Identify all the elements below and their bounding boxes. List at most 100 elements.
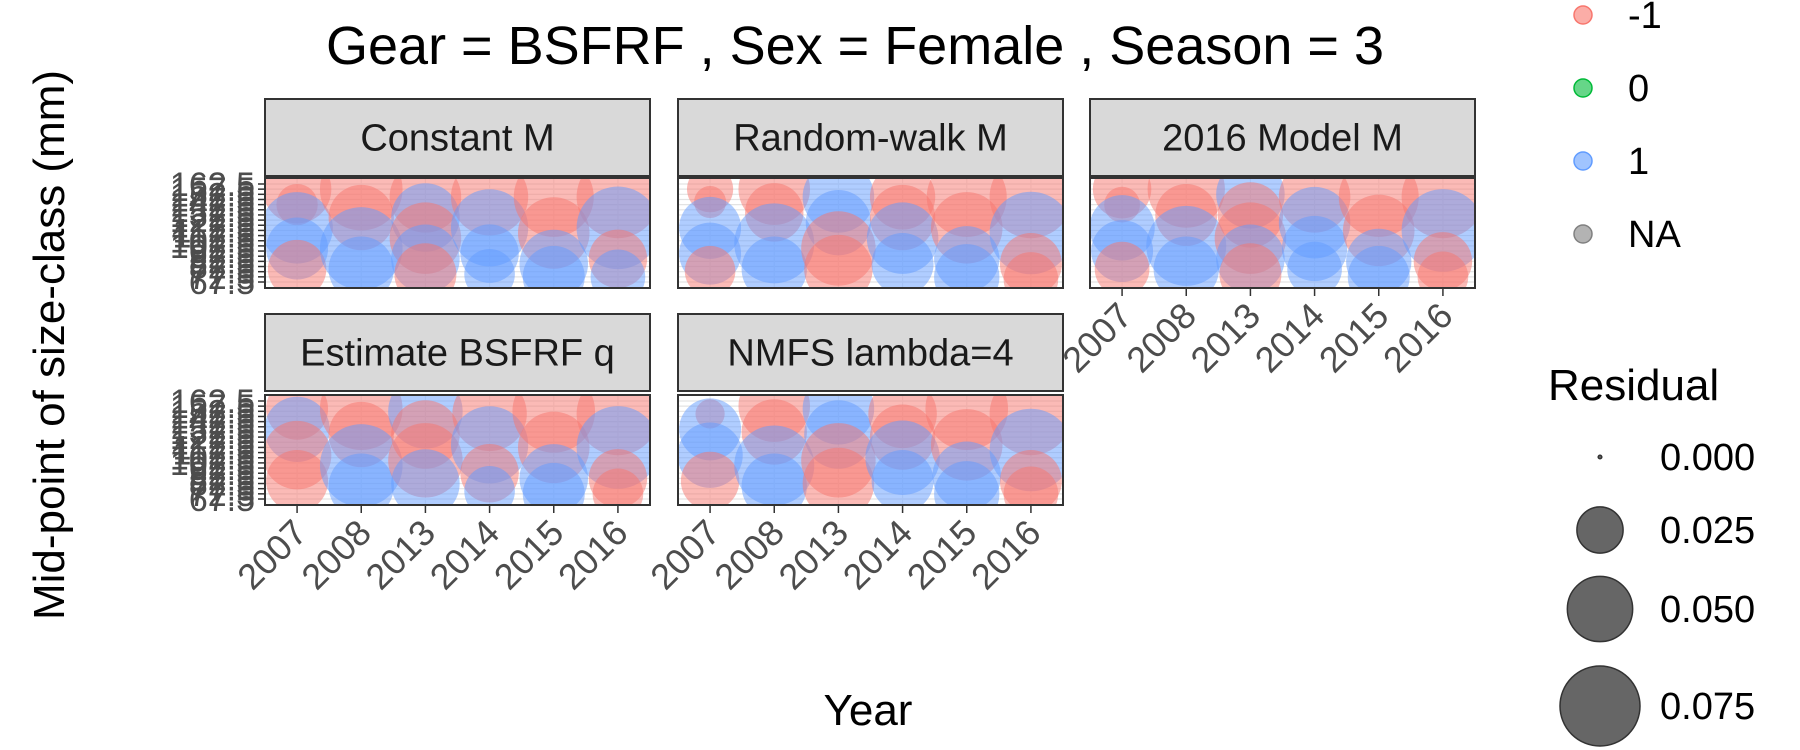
data-points	[265, 178, 650, 288]
facet-strip-label: Constant M	[360, 118, 554, 160]
facet-strip	[1089, 98, 1476, 177]
data-point	[328, 453, 394, 505]
legend-size-key	[1576, 506, 1624, 554]
legend-label: 0.075	[1660, 686, 1755, 728]
y-tick-label: 137.5	[170, 192, 255, 230]
data-point	[680, 451, 740, 505]
y-tick-label: 87.5	[189, 460, 255, 498]
facet-strip	[264, 313, 651, 392]
data-point	[1347, 245, 1410, 288]
y-tick-label: 112.5	[172, 435, 255, 473]
y-tick-label: 127.5	[170, 202, 255, 240]
y-axis-ticks: 67.572.577.582.587.592.597.5102.5107.511…	[170, 383, 265, 519]
panel-border	[677, 177, 1064, 289]
legend-title: Residual	[1548, 361, 1719, 410]
data-points	[1090, 178, 1475, 288]
data-point	[804, 234, 873, 288]
data-point	[328, 236, 394, 288]
x-tick-label: 2007	[1054, 295, 1140, 381]
chart-title: Gear = BSFRF , Sex = Female , Season = 3	[326, 16, 1384, 76]
data-point	[802, 447, 875, 505]
legend-label: NA	[1628, 214, 1681, 256]
x-tick-label: 2016	[550, 512, 636, 598]
facet-panel: Constant M 67.572.577.582.587.592.597.510…	[170, 98, 651, 302]
legend-label: 0.025	[1660, 510, 1755, 552]
y-tick-label: 72.5	[189, 476, 255, 514]
x-tick-label: 2016	[963, 512, 1049, 598]
y-tick-label: 67.5	[189, 481, 255, 519]
y-tick-label: 82.5	[189, 466, 255, 504]
facet-strip-label: NMFS lambda=4	[727, 333, 1013, 375]
y-tick-label: 152.5	[170, 176, 255, 214]
facet-strip-label: Estimate BSFRF q	[300, 333, 615, 375]
data-point	[741, 236, 807, 288]
y-tick-label: 162.5	[170, 166, 255, 204]
y-tick-label: 157.5	[170, 171, 255, 209]
y-tick-label: 142.5	[170, 187, 255, 225]
y-tick-label: 107.5	[170, 223, 255, 261]
data-point	[1003, 466, 1059, 505]
y-tick-label: 67.5	[189, 264, 255, 302]
y-tick-label: 132.5	[170, 197, 255, 235]
y-tick-label: 72.5	[189, 259, 255, 297]
x-tick-label: 2014	[835, 512, 921, 598]
x-axis-title: Year	[824, 686, 913, 735]
legend-label: 0.050	[1660, 589, 1755, 631]
data-points	[678, 395, 1063, 505]
x-tick-label: 2007	[642, 512, 728, 598]
data-point	[1417, 251, 1469, 288]
data-point	[266, 449, 329, 505]
x-tick-label: 2016	[1375, 295, 1461, 381]
y-tick-label: 107.5	[170, 440, 255, 478]
data-points	[265, 395, 650, 505]
legend-label: 1	[1628, 141, 1649, 183]
legend-size: Residual 0.000 0.025 0.050 0.075	[1548, 361, 1755, 747]
facet-panels: Constant M 67.572.577.582.587.592.597.510…	[170, 98, 1476, 598]
data-point	[934, 244, 1000, 288]
facet-strip	[677, 313, 1064, 392]
x-tick-label: 2013	[357, 512, 443, 598]
y-tick-label: 77.5	[189, 254, 255, 292]
y-tick-label: 97.5	[189, 450, 255, 488]
facet-strip-label: Random-walk M	[733, 118, 1008, 160]
legend-label: -1	[1628, 0, 1662, 37]
y-tick-label: 142.5	[170, 404, 255, 442]
data-point	[590, 249, 646, 288]
data-point	[1219, 243, 1282, 288]
legend-key	[1573, 5, 1593, 25]
y-axis-ticks: 67.572.577.582.587.592.597.5102.5107.511…	[170, 166, 265, 302]
x-tick-label: 2015	[899, 512, 985, 598]
legend-size-key	[1566, 575, 1634, 643]
x-tick-label: 2015	[486, 512, 572, 598]
y-tick-label: 122.5	[170, 207, 255, 245]
data-point	[684, 245, 736, 288]
y-tick-label: 102.5	[170, 228, 255, 266]
data-point	[1287, 241, 1342, 288]
y-tick-label: 157.5	[170, 388, 255, 426]
legend: -1 0 1 NA Residual 0.000 0.025 0.050 0.075	[1548, 0, 1755, 747]
panel-border	[264, 394, 651, 506]
legend-key	[1573, 224, 1593, 244]
facet-panel: Estimate BSFRF q 67.572.577.582.587.592.5…	[170, 313, 651, 598]
x-tick-label: 2015	[1311, 295, 1397, 381]
y-tick-label: 127.5	[170, 419, 255, 457]
y-tick-label: 137.5	[170, 409, 255, 447]
x-tick-label: 2013	[770, 512, 856, 598]
legend-key	[1573, 78, 1593, 98]
legend-color: -1 0 1 NA	[1573, 0, 1681, 256]
x-tick-label: 2014	[422, 512, 508, 598]
data-point	[934, 461, 1000, 505]
data-point	[871, 449, 934, 505]
data-point	[267, 239, 327, 288]
y-tick-label: 147.5	[170, 398, 255, 436]
facet-strip-label: 2016 Model M	[1162, 118, 1403, 160]
y-tick-label: 132.5	[170, 414, 255, 452]
panel-border	[677, 394, 1064, 506]
y-tick-label: 117.5	[172, 212, 255, 250]
data-point	[394, 243, 457, 288]
y-tick-label: 122.5	[170, 424, 255, 462]
y-tick-label: 87.5	[189, 243, 255, 281]
